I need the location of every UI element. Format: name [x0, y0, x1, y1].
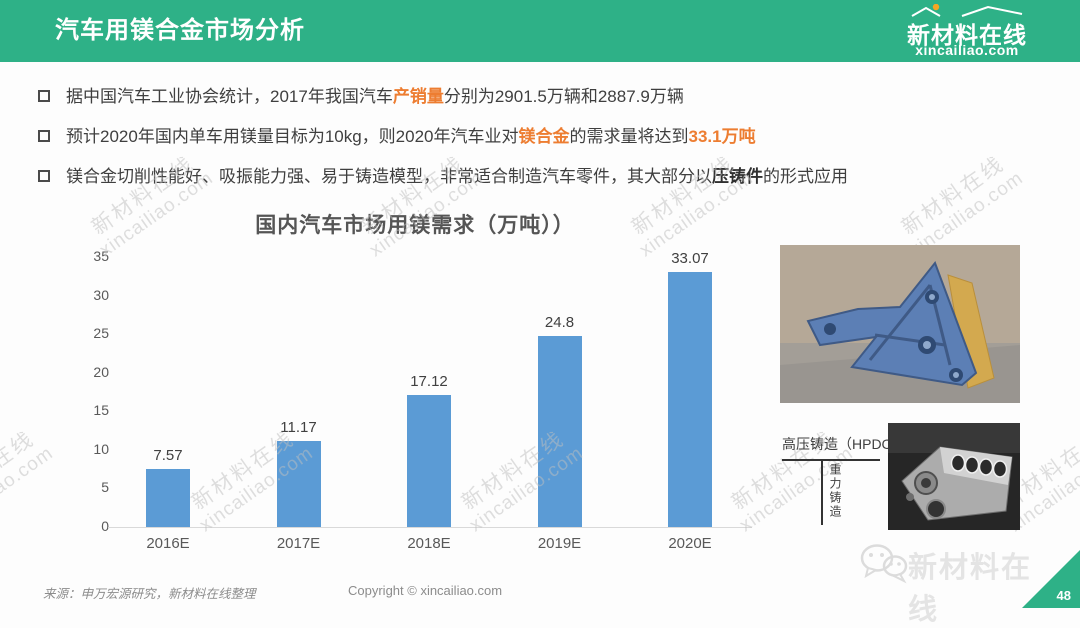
y-axis-tick-label: 35 — [93, 248, 109, 264]
x-axis-category-label: 2019E — [537, 535, 582, 552]
header-bar: 汽车用镁合金市场分析 新材料在线 xincailiao.com — [0, 0, 1080, 62]
y-axis-tick-label: 30 — [93, 286, 109, 303]
die-cast-bracket-photo — [780, 245, 1020, 403]
chart-bar — [407, 395, 451, 527]
bar-value-label: 17.12 — [410, 373, 448, 390]
bullet-2-seg-1: 预计2020年国内单车用镁量目标为10kg，则2020年汽车业对 — [66, 127, 519, 146]
bullet-item-2: 预计2020年国内单车用镁量目标为10kg，则2020年汽车业对镁合金的需求量将… — [36, 126, 1046, 147]
y-axis-tick-label: 20 — [93, 363, 109, 380]
bullet-item-3: 镁合金切削性能好、吸振能力强、易于铸造模型，非常适合制造汽车零件，其大部分以压铸… — [36, 166, 1046, 187]
y-axis-tick-label: 15 — [93, 402, 109, 419]
logo-roof-icon — [911, 4, 1023, 17]
page-number: 48 — [1056, 588, 1071, 603]
bullet-1-seg-3: 分别为2901.5万辆和2887.9万辆 — [443, 87, 684, 106]
hpdc-casting-label: 高压铸造（HPDC） — [782, 436, 906, 452]
bar-value-label: 33.07 — [671, 250, 709, 267]
bullet-2-seg-3: 的需求量将达到 — [569, 127, 689, 146]
x-axis-category-label: 2016E — [146, 535, 190, 552]
bar-value-label: 24.8 — [544, 314, 575, 331]
y-axis-tick-label: 10 — [93, 440, 109, 457]
bullet-3-seg-2: 压铸件 — [712, 167, 763, 186]
square-bullet-icon — [38, 130, 50, 142]
watermark: 新材料在线 xincailiao.com — [0, 426, 58, 537]
bullet-list: 据中国汽车工业协会统计，2017年我国汽车产销量分别为2901.5万辆和2887… — [36, 86, 1046, 206]
logo-text-en: xincailiao.com — [915, 42, 1019, 58]
bullet-3-seg-3: 的形式应用 — [763, 167, 848, 186]
x-axis-category-label: 2018E — [407, 535, 451, 552]
bullet-3-seg-1: 镁合金切削性能好、吸振能力强、易于铸造模型，非常适合制造汽车零件，其大部分以 — [66, 167, 712, 186]
bar-value-label: 11.17 — [280, 419, 317, 436]
bullet-item-1: 据中国汽车工业协会统计，2017年我国汽车产销量分别为2901.5万辆和2887… — [36, 86, 1046, 107]
copyright-text: Copyright © xincailiao.com — [348, 583, 503, 598]
corner-triangle — [1022, 550, 1080, 608]
gravity-divider-line — [821, 459, 823, 525]
engine-block-photo — [888, 423, 1020, 530]
x-axis-category-label: 2020E — [668, 535, 712, 552]
chart-bar — [537, 336, 582, 527]
xincailiao-logo: 新材料在线 xincailiao.com — [892, 4, 1042, 60]
bar-value-label: 7.57 — [153, 447, 183, 464]
bullet-2-seg-2: 镁合金 — [518, 127, 570, 146]
y-axis-tick-label: 5 — [101, 479, 109, 496]
bullet-1-seg-2: 产销量 — [392, 87, 444, 106]
x-axis-category-label: 2017E — [276, 535, 321, 552]
logo-text-cn: 新材料在线 — [907, 22, 1027, 48]
square-bullet-icon — [38, 170, 50, 182]
bullet-1-seg-1: 据中国汽车工业协会统计，2017年我国汽车 — [66, 87, 393, 106]
page-title: 汽车用镁合金市场分析 — [55, 17, 305, 44]
chart-bar — [146, 469, 190, 527]
chart-bar — [276, 441, 321, 527]
bar-chart: 0 5 10 15 20 25 30 35 7.57 2016E 11.17 2017E 17.12 20… — [85, 245, 765, 560]
square-bullet-icon — [38, 90, 50, 102]
y-axis-tick-label: 0 — [101, 518, 109, 534]
bullet-2-seg-4: 33.1万吨 — [688, 127, 756, 146]
source-note: 来源：申万宏源研究，新材料在线整理 — [43, 587, 256, 601]
wechat-bubbles-icon — [860, 544, 908, 584]
gravity-casting-label: 重力铸造 — [828, 463, 842, 519]
x-axis-baseline — [108, 527, 752, 528]
hpdc-divider-line — [782, 459, 880, 461]
y-axis-tick-label: 25 — [93, 325, 109, 342]
chart-title: 国内汽车市场用镁需求（万吨）） — [255, 214, 575, 237]
chart-bar — [668, 272, 712, 527]
